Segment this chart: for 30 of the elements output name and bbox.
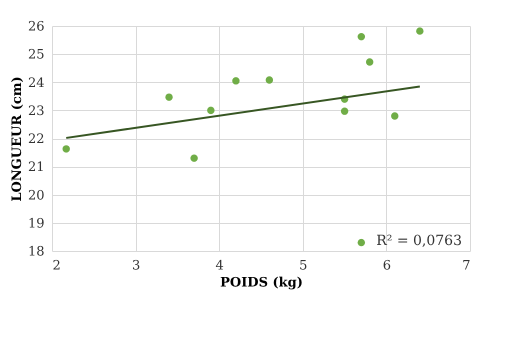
point [165, 93, 173, 101]
point [358, 32, 366, 40]
point [358, 238, 366, 246]
y-axis-title: LONGUEUR (cm) [10, 76, 25, 202]
y-tick-label: 23 [28, 104, 44, 119]
x-tick-label: 7 [462, 258, 470, 274]
point [366, 58, 374, 66]
point [391, 112, 398, 120]
y-tick-label: 25 [28, 48, 44, 63]
x-tick-label: 4 [216, 258, 224, 274]
x-tick-label: 2 [52, 258, 61, 274]
x-tick-label: 3 [132, 258, 140, 274]
y-tick-label: 24 [28, 76, 44, 91]
annotation: R² = 0,0763 [376, 233, 462, 249]
point [62, 145, 70, 153]
y-tick-label: 20 [28, 188, 44, 204]
x-tick-label: 6 [382, 258, 392, 274]
point [416, 27, 424, 35]
y-tick-label: 18 [28, 244, 44, 260]
point [340, 108, 348, 115]
y-tick-label: 19 [28, 216, 44, 232]
x-axis-title: POIDS (kg) [220, 276, 303, 290]
point [232, 77, 240, 85]
y-tick-label: 22 [28, 132, 44, 147]
point [266, 76, 274, 84]
y-tick-label: 21 [28, 160, 44, 176]
point [190, 154, 198, 162]
y-tick-label: 26 [28, 20, 44, 34]
point [207, 106, 215, 114]
x-tick-label: 5 [299, 258, 308, 274]
